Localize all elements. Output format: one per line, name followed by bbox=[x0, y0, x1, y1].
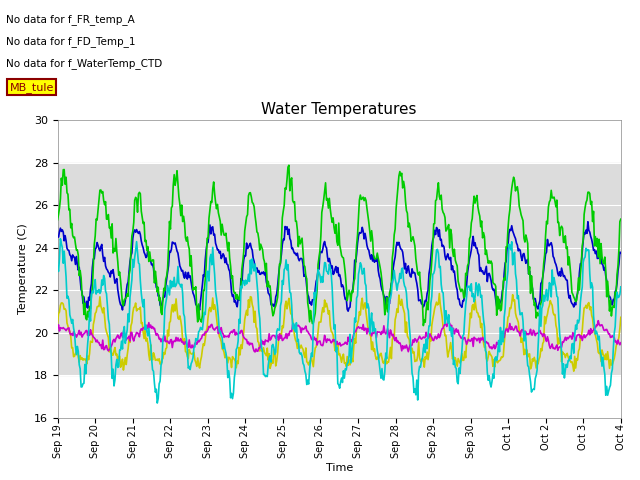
Text: No data for f_FD_Temp_1: No data for f_FD_Temp_1 bbox=[6, 36, 136, 47]
Text: MB_tule: MB_tule bbox=[10, 82, 54, 93]
Title: Water Temperatures: Water Temperatures bbox=[262, 102, 417, 118]
X-axis label: Time: Time bbox=[326, 463, 353, 473]
Text: No data for f_FR_temp_A: No data for f_FR_temp_A bbox=[6, 14, 135, 25]
Y-axis label: Temperature (C): Temperature (C) bbox=[18, 223, 28, 314]
Text: No data for f_WaterTemp_CTD: No data for f_WaterTemp_CTD bbox=[6, 58, 163, 69]
Bar bbox=[58, 163, 621, 375]
